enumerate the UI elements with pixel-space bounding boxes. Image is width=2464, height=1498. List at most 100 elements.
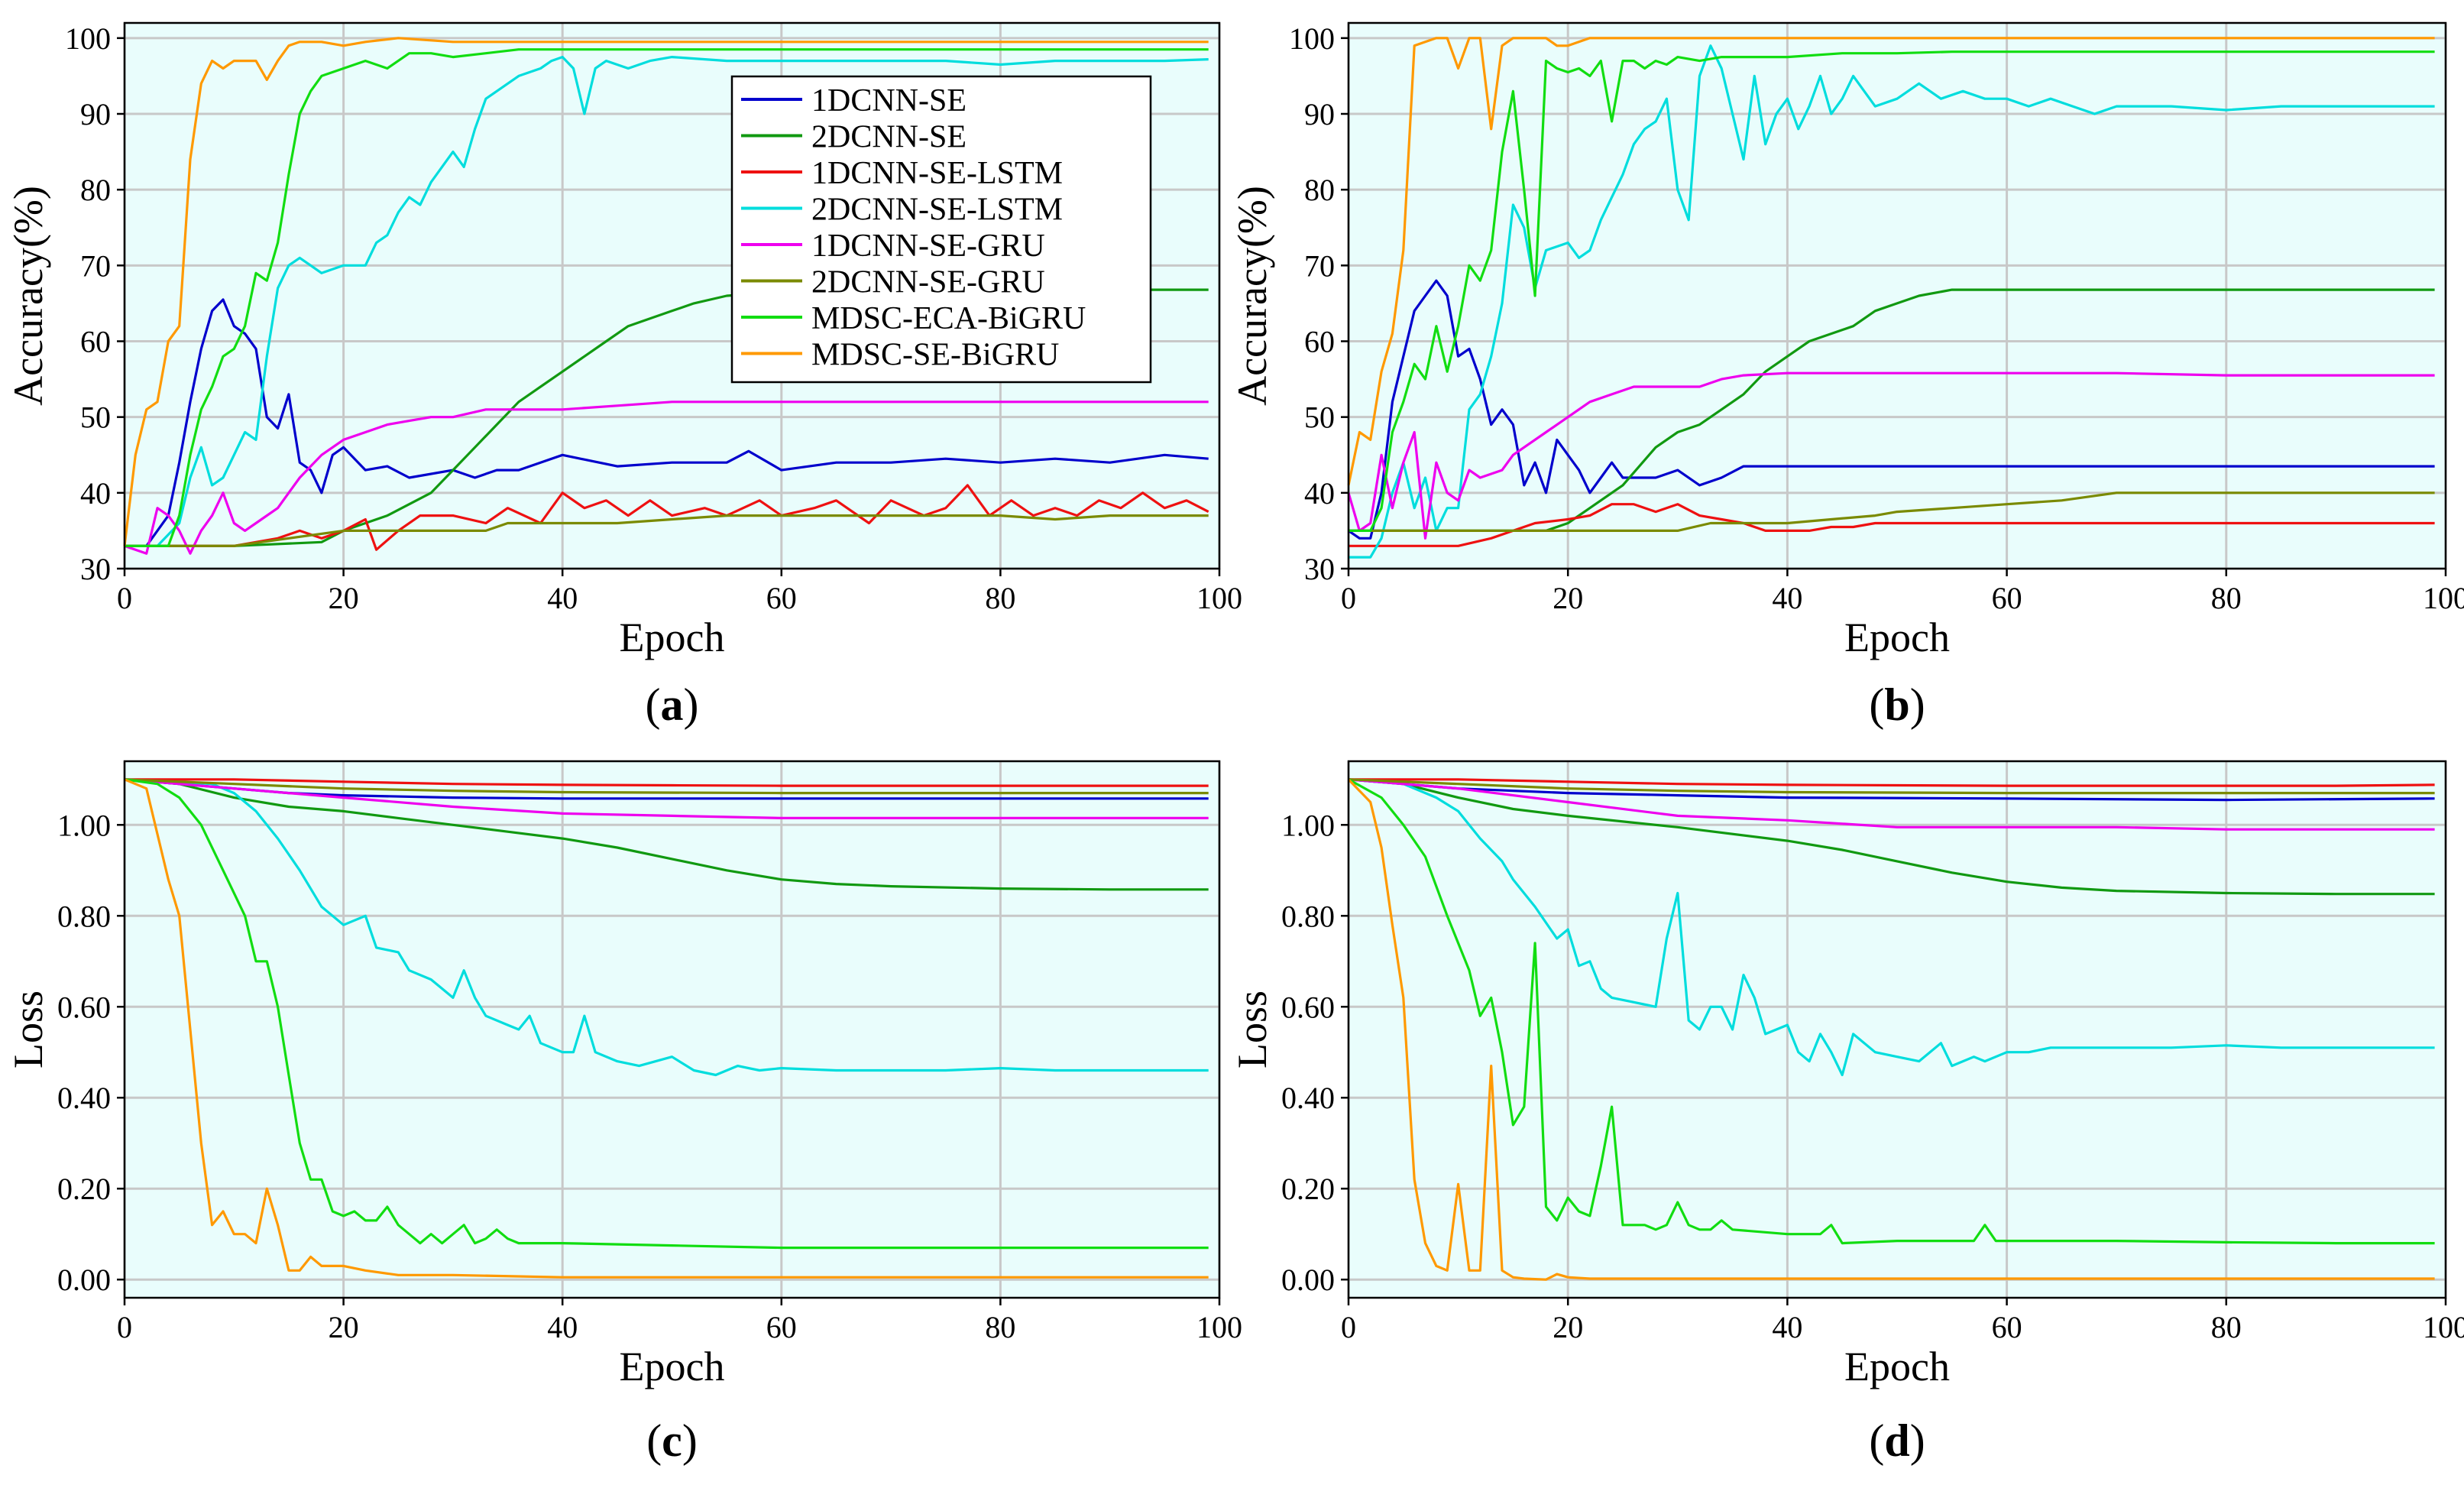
series-line-1dcnn-se-lstm [1349,778,2435,787]
y-tick-label: 1.00 [1281,808,1335,842]
legend-label: MDSC-SE-BiGRU [811,338,1059,373]
series-line-2dcnn-se-gru [1349,491,2435,532]
y-tick-label: 0.60 [1281,990,1335,1024]
legend-label: MDSC-ECA-BiGRU [811,301,1086,336]
series-line-2dcnn-se-gru [124,778,1209,795]
y-tick-label: 70 [1304,248,1335,283]
y-tick-label: 0.40 [1281,1081,1335,1115]
x-axis-label: Epoch [1844,614,1950,660]
y-tick-label: 80 [1304,173,1335,207]
x-tick-label: 0 [1341,581,1356,615]
y-tick-label: 60 [80,325,111,359]
y-tick-label: 0.80 [57,899,111,933]
x-tick-label: 100 [1196,1310,1242,1344]
series-line-mdsc-eca-bigru [124,778,1209,1250]
series-line-2dcnn-se-lstm [1349,44,2435,559]
series-line-mdsc-se-bigru [1347,778,2435,1281]
x-tick-label: 20 [329,1310,359,1344]
series-line-mdsc-eca-bigru [1348,778,2435,1245]
series-line-2dcnn-se-gru [125,514,1209,547]
x-tick-label: 80 [985,1310,1015,1344]
panel-caption: (c) [646,1415,698,1466]
panel-caption: (d) [1869,1415,1925,1466]
series-line-2dcnn-se-gru [1348,778,2435,795]
y-tick-label: 40 [1304,476,1335,511]
series-line-2dcnn-se-lstm [1348,778,2435,1077]
x-tick-label: 20 [1553,581,1583,615]
plot-area [125,761,1219,1298]
series-line-mdsc-eca-bigru [125,48,1209,547]
x-tick-label: 80 [985,581,1015,615]
series-line-2dcnn-se-lstm [125,56,1209,547]
series-line-mdsc-se-bigru [124,778,1209,1279]
series-line-2dcnn-se [1348,778,2435,896]
x-tick-label: 40 [1772,1310,1802,1344]
y-tick-label: 80 [80,173,111,207]
series-line-2dcnn-se [124,778,1209,891]
x-tick-label: 40 [1772,581,1802,615]
legend-label: 1DCNN-SE [811,83,966,118]
x-tick-label: 40 [547,1310,578,1344]
y-tick-label: 0.00 [57,1263,111,1297]
panel-caption: (a) [646,679,699,730]
x-tick-label: 60 [766,1310,797,1344]
x-tick-label: 40 [547,581,578,615]
legend-box [730,75,1152,384]
legend-label: 2DCNN-SE [811,120,966,155]
x-tick-label: 20 [329,581,359,615]
plot-frame [123,21,1221,570]
series-line-1dcnn-se-gru [1347,371,2435,540]
y-tick-label: 90 [80,97,111,131]
y-tick-label: 0.80 [1281,899,1335,933]
x-tick-label: 100 [2423,581,2464,615]
plot-frame [1347,760,2447,1299]
series-line-1dcnn-se-lstm [1349,503,2435,547]
y-tick-label: 0.20 [1281,1172,1335,1206]
y-tick-label: 0.00 [1281,1263,1335,1297]
y-axis-label: Accuracy(%) [1229,186,1275,406]
series-line-1dcnn-se-gru [124,778,1209,819]
x-axis-label: Epoch [620,1344,725,1389]
y-axis-label: Accuracy(%) [5,186,51,406]
x-tick-label: 20 [1553,1310,1583,1344]
series-line-2dcnn-se [1349,288,2435,532]
legend-label: 1DCNN-SE-GRU [811,229,1045,264]
series-line-1dcnn-se [1348,279,2435,540]
y-tick-label: 90 [1304,97,1335,131]
y-tick-label: 100 [1289,21,1335,56]
plot-area [1349,23,2446,569]
series-line-1dcnn-se-gru [124,400,1209,555]
x-tick-label: 0 [1341,1310,1356,1344]
panel-c: 0 20 40 60 80 100 0.00 0.20 0.40 0.60 0.80 1.00 Epoc… [5,760,1242,1466]
legend-label: 1DCNN-SE-LSTM [811,156,1063,191]
y-axis-label: Loss [1229,991,1275,1068]
y-tick-label: 50 [1304,400,1335,435]
y-tick-label: 0.40 [57,1081,111,1115]
y-tick-label: 30 [1304,552,1335,586]
x-axis-label: Epoch [620,614,725,660]
x-tick-label: 60 [1992,581,2022,615]
plot-area [1349,761,2446,1298]
y-tick-label: 1.00 [57,808,111,842]
series-line-mdsc-se-bigru [1347,37,2435,486]
y-tick-label: 40 [80,476,111,511]
series-line-1dcnn-se [125,298,1209,547]
x-tick-label: 100 [2423,1310,2464,1344]
y-tick-label: 50 [80,400,111,435]
panel-b: 0 20 40 60 80 100 30 40 50 60 70 80 90 100 Epoch Accura… [1229,21,2464,730]
x-tick-label: 0 [117,581,132,615]
x-tick-label: 100 [1196,581,1242,615]
series-line-mdsc-eca-bigru [1349,50,2435,532]
y-axis-label: Loss [5,991,51,1068]
y-tick-label: 70 [80,248,111,283]
series-line-mdsc-se-bigru [123,37,1209,546]
x-tick-label: 60 [766,581,797,615]
legend-label: 2DCNN-SE-LSTM [811,193,1063,228]
legend-label: 2DCNN-SE-GRU [811,265,1045,300]
y-tick-label: 30 [80,552,111,586]
series-line-1dcnn-se-gru [1348,778,2435,831]
x-tick-label: 80 [2211,1310,2242,1344]
x-tick-label: 0 [117,1310,132,1344]
x-tick-label: 80 [2211,581,2242,615]
